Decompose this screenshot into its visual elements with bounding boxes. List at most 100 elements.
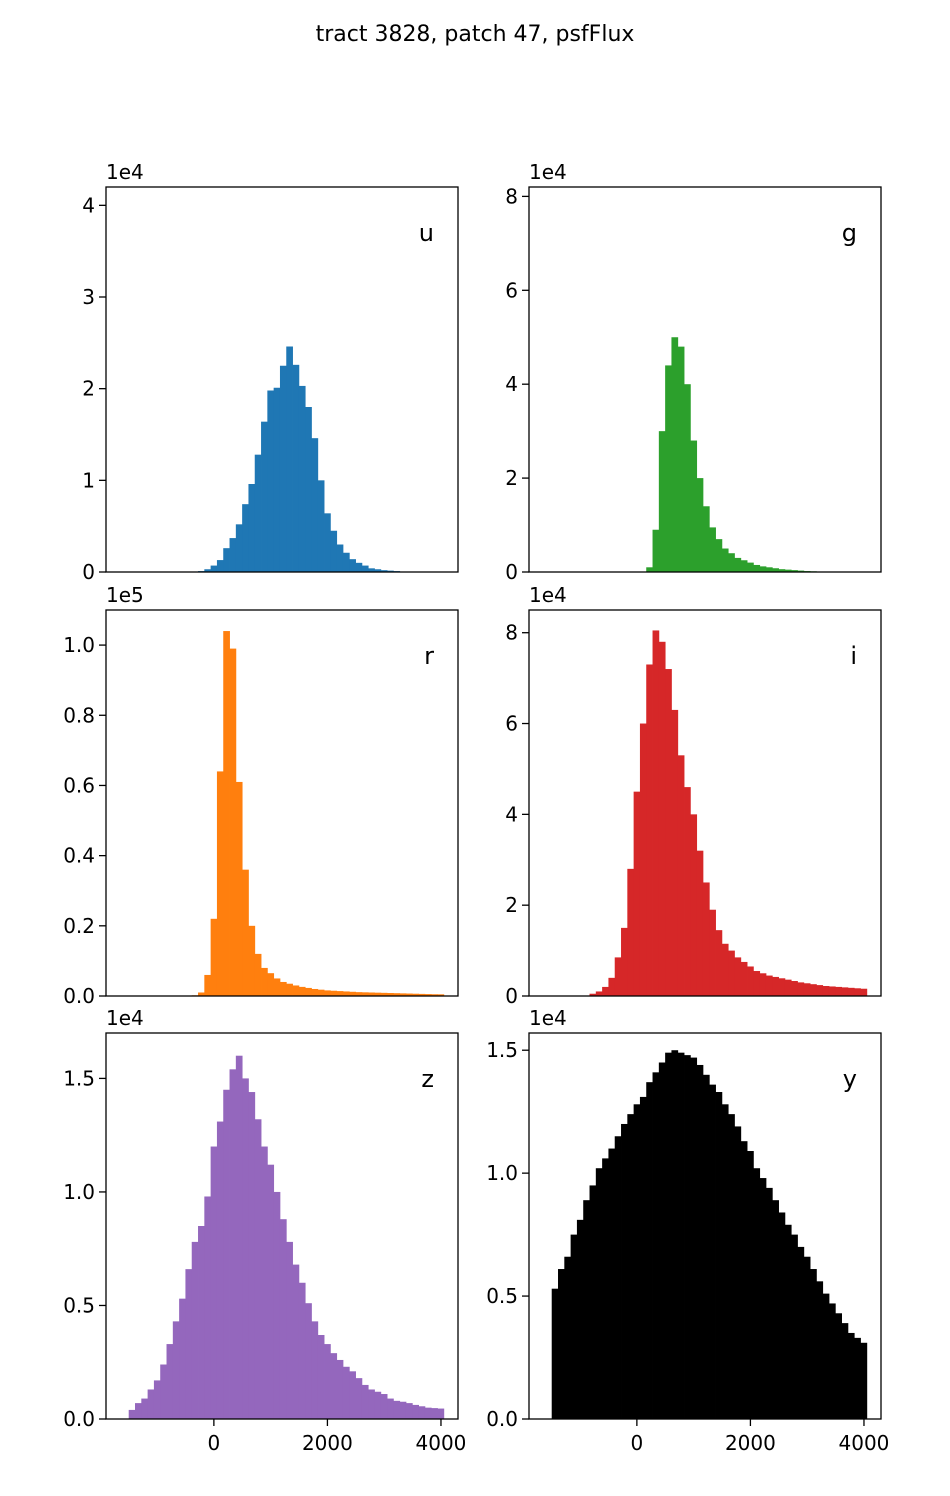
histogram-bar — [223, 548, 230, 572]
histogram-bar — [822, 1293, 830, 1419]
histogram-bar — [583, 1200, 590, 1419]
histogram-bar — [684, 384, 691, 572]
histogram-bar — [847, 987, 855, 996]
histogram-bar — [791, 570, 798, 572]
axes-frame — [105, 186, 459, 573]
histogram-bar — [229, 538, 237, 572]
histogram-bar — [298, 385, 306, 572]
histogram-bar — [652, 529, 660, 572]
histogram-bar — [797, 982, 805, 996]
y-offset-label: 1e4 — [529, 160, 567, 184]
histogram-bar — [368, 992, 375, 996]
histogram-bar — [709, 909, 716, 996]
histogram-bar — [279, 365, 287, 572]
histogram-bar — [652, 630, 660, 996]
histogram-bar — [721, 1104, 729, 1419]
histogram-bar — [235, 781, 243, 996]
histogram-bar — [387, 993, 394, 996]
histogram-bar — [147, 1389, 155, 1419]
panel-u: 0 1 2 3 4 1e4 u — [82, 160, 459, 584]
band-label: y — [843, 1065, 857, 1093]
histogram-bar — [380, 992, 388, 996]
histogram-bar — [355, 562, 363, 572]
histogram-bar — [753, 971, 761, 996]
x-tick-label: 4000 — [416, 1431, 467, 1455]
histogram-bar — [860, 1342, 868, 1419]
histogram-bar — [393, 1400, 401, 1419]
x-tick-label: 0 — [208, 1431, 221, 1455]
histogram-bar — [658, 641, 666, 996]
histogram-bar — [210, 1146, 218, 1419]
y-offset-label: 1e4 — [529, 1006, 567, 1030]
histogram-bar — [431, 1408, 438, 1419]
y-tick-label: 3 — [82, 285, 95, 309]
y-offset-label: 1e5 — [106, 583, 144, 607]
histogram-bar — [734, 557, 742, 572]
histogram-bar — [765, 567, 773, 572]
histogram-bar — [279, 981, 287, 996]
histogram-bar — [412, 993, 419, 996]
y-tick-label: 0.8 — [63, 703, 95, 727]
histogram-bar — [261, 1146, 268, 1419]
histogram-bar — [791, 1234, 798, 1419]
histogram-bar — [747, 562, 754, 572]
histogram-bar — [399, 1401, 407, 1419]
histogram-bar — [267, 973, 275, 996]
histogram-bar — [223, 631, 230, 996]
histogram-bar — [696, 850, 704, 996]
y-tick-label: 6 — [505, 278, 518, 302]
histogram-bar — [747, 966, 754, 996]
histogram-bar — [135, 1403, 142, 1419]
y-tick-label: 4 — [505, 372, 518, 396]
histogram-bar — [361, 992, 369, 996]
histogram-bar — [374, 569, 382, 572]
histogram-bar — [784, 569, 792, 572]
histogram-bar — [803, 983, 811, 996]
y-tick-label: 8 — [505, 621, 518, 645]
histogram-bar — [355, 1378, 363, 1419]
axes-frame — [528, 1032, 882, 1420]
y-tick-label: 1.5 — [63, 1066, 95, 1090]
x-tick-label: 2000 — [302, 1431, 353, 1455]
histogram-bar — [342, 552, 350, 572]
histogram-bar — [336, 544, 344, 572]
y-tick-label: 1.5 — [486, 1038, 518, 1062]
histogram-bar — [690, 440, 698, 572]
histogram-bar — [791, 981, 798, 996]
histogram-bar — [627, 868, 635, 996]
histogram-bar — [665, 1052, 672, 1419]
histogram-bar — [349, 991, 356, 996]
histogram-bar — [292, 985, 300, 996]
histogram-bar — [684, 787, 691, 996]
histogram-bar — [248, 1092, 256, 1419]
histogram-bar — [621, 927, 628, 996]
histogram-bar — [702, 882, 710, 996]
figure-title: tract 3828, patch 47, psfFlux — [315, 22, 635, 47]
histogram-bar — [355, 992, 363, 996]
y-tick-label: 4 — [82, 193, 95, 217]
histogram-bar — [841, 1323, 849, 1419]
y-tick-label: 2 — [82, 377, 95, 401]
histogram-bar — [254, 1119, 262, 1419]
band-label: g — [842, 219, 857, 247]
axes-frame — [105, 1032, 459, 1420]
histogram-bar — [715, 539, 723, 572]
histogram-bar — [336, 991, 344, 996]
histogram-bar — [564, 1256, 572, 1419]
histogram-bar — [740, 1141, 748, 1419]
histogram-bar — [254, 454, 262, 572]
histogram-bar — [418, 993, 426, 996]
histogram-bar — [665, 365, 672, 572]
histogram-bar — [198, 992, 205, 996]
histogram-bar — [380, 570, 388, 572]
y-tick-label: 0.4 — [63, 844, 95, 868]
histogram-bar — [816, 1281, 824, 1419]
histogram-bar — [204, 974, 212, 996]
histogram-bar — [424, 994, 432, 996]
histogram-bar — [558, 1269, 565, 1419]
x-tick-label: 4000 — [839, 1431, 890, 1455]
histogram-bar — [715, 1092, 723, 1419]
histogram-bar — [652, 1072, 660, 1419]
histogram-bar — [671, 1050, 679, 1419]
histogram-bar — [273, 978, 281, 996]
